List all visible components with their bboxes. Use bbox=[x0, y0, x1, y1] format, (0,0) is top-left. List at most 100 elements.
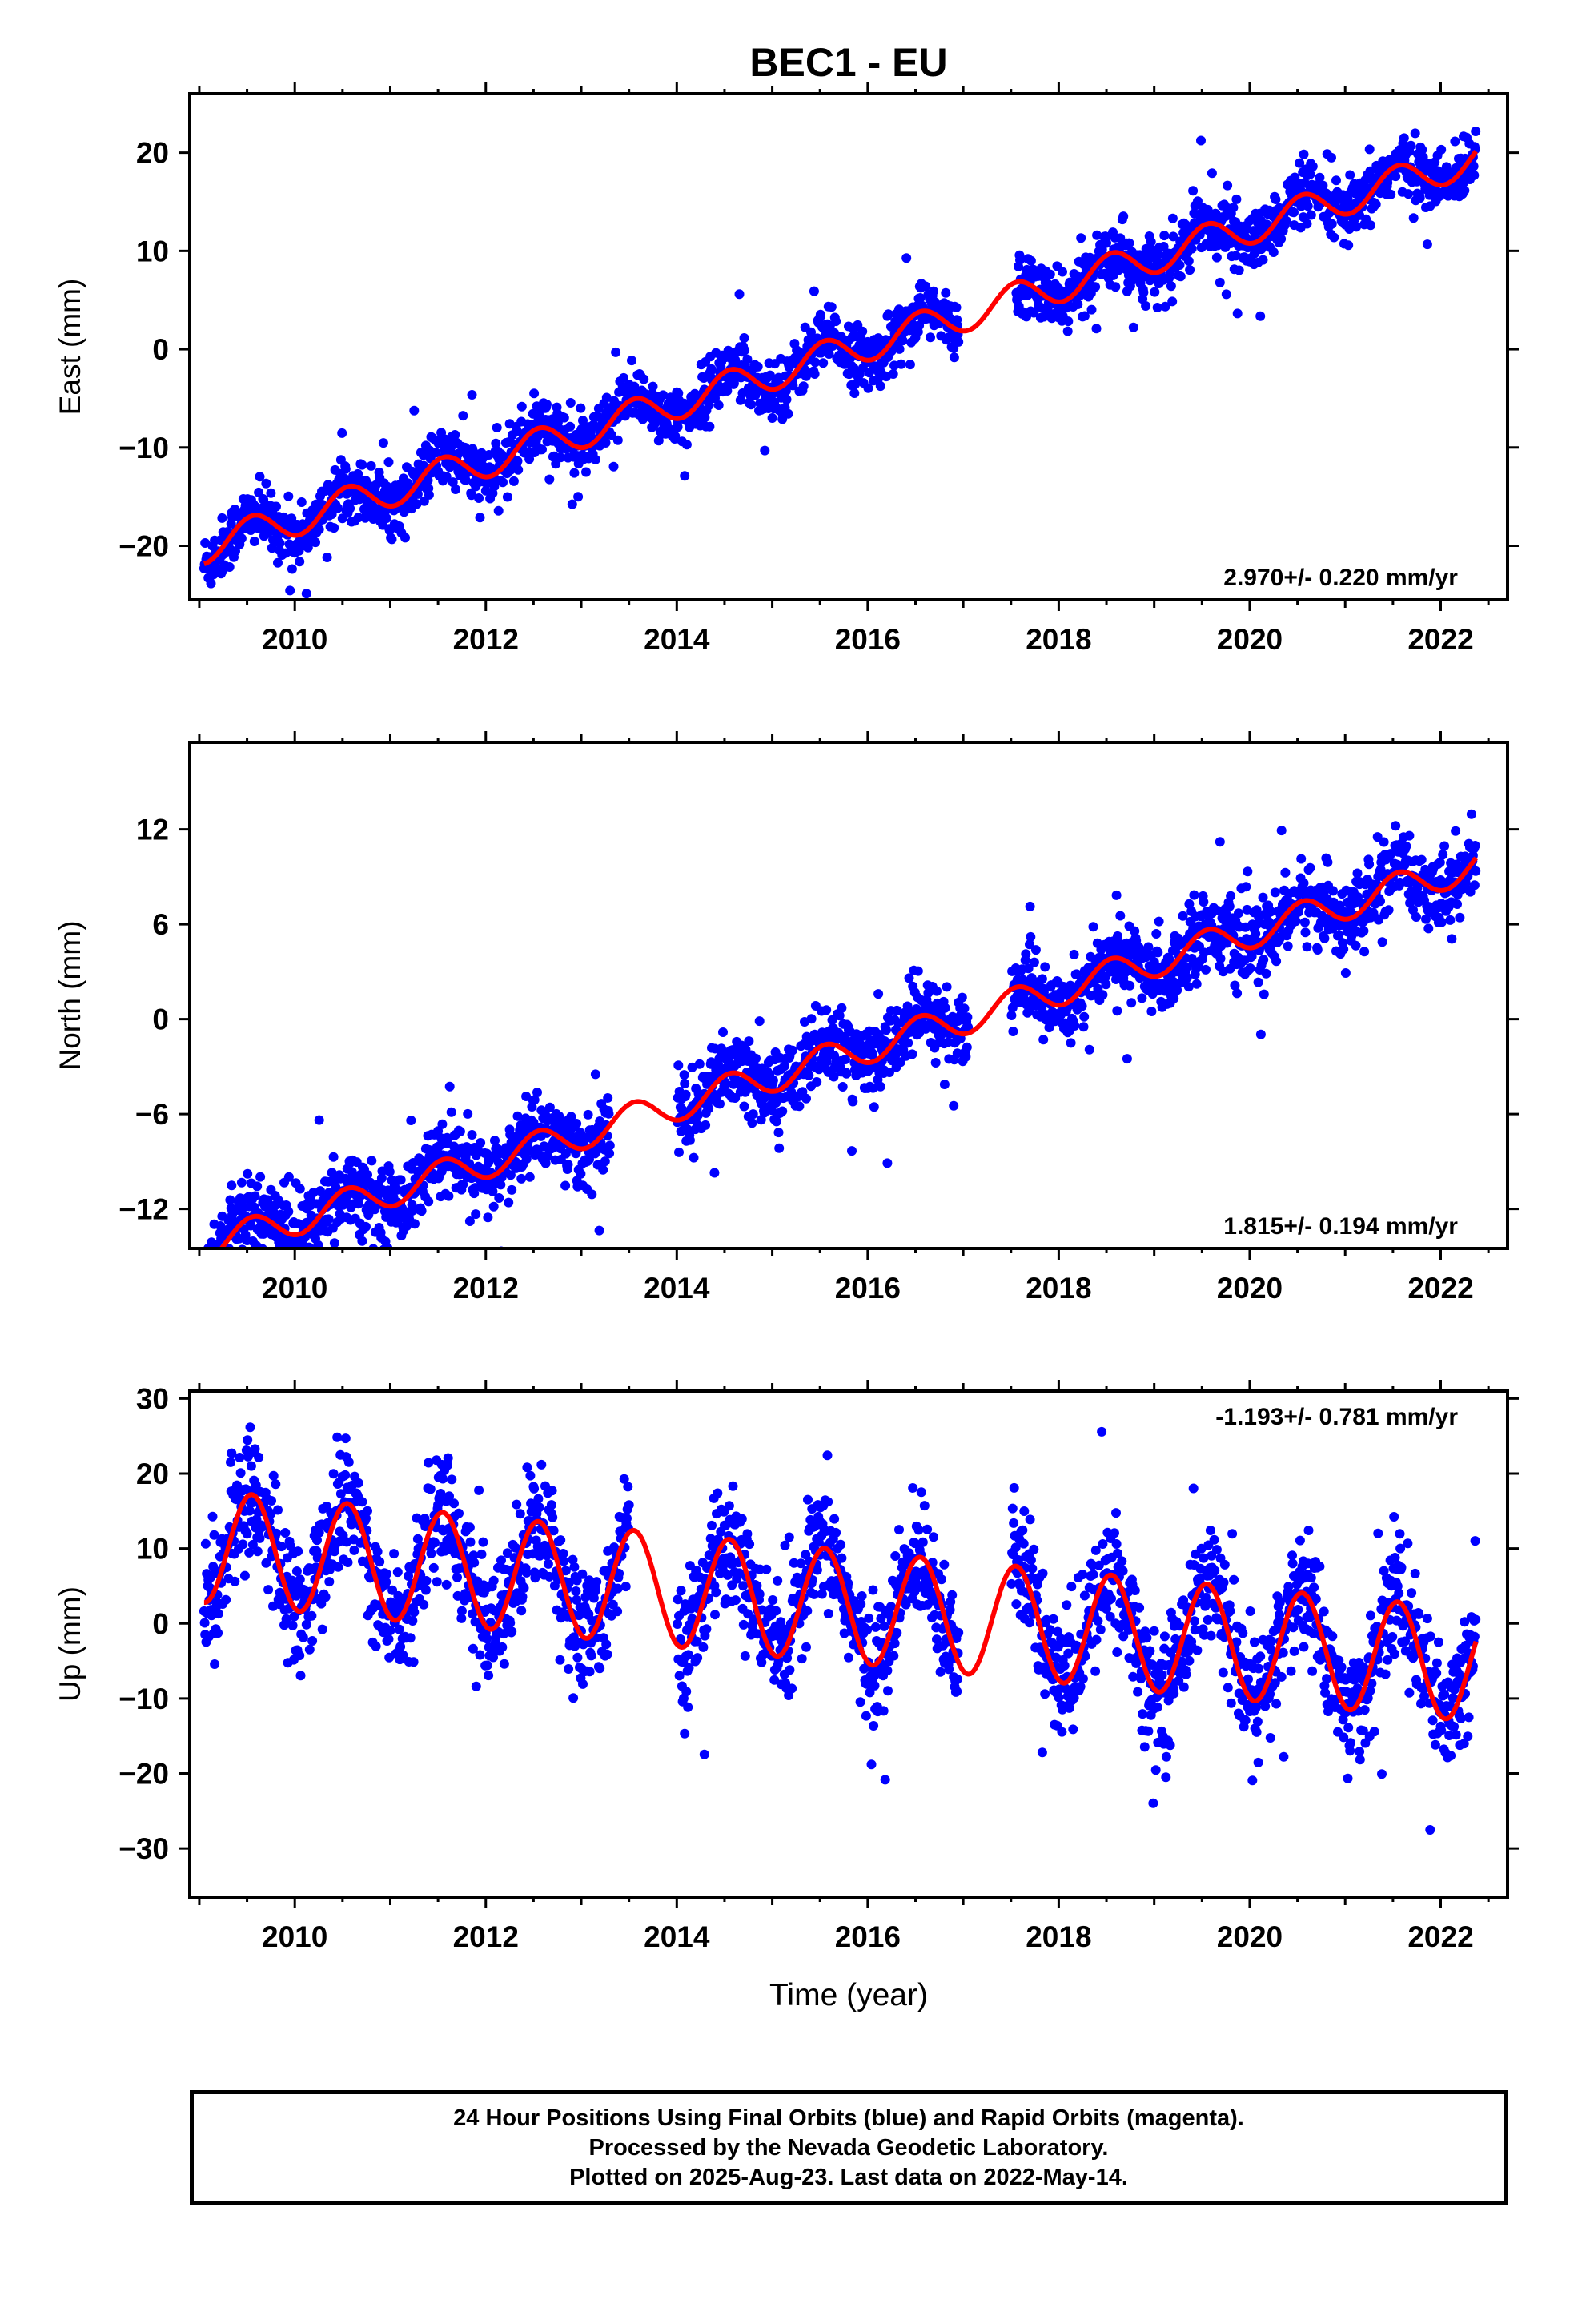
east-data-point bbox=[381, 513, 391, 524]
north-data-point bbox=[416, 1206, 427, 1216]
north-data-point bbox=[600, 1156, 610, 1167]
north-data-point bbox=[1299, 917, 1310, 927]
north-y-tick-label: −6 bbox=[135, 1098, 169, 1131]
east-data-point bbox=[815, 309, 825, 320]
north-data-point bbox=[1183, 982, 1194, 992]
east-data-point bbox=[1128, 322, 1138, 332]
north-data-point bbox=[446, 1107, 456, 1117]
north-data-point bbox=[1184, 899, 1195, 909]
east-data-point bbox=[1118, 211, 1129, 222]
north-data-point bbox=[205, 1256, 215, 1265]
east-data-point bbox=[450, 430, 460, 440]
panel-north: 2010 2012 2014 2016 2018 2020 2022−12−60612Nor… bbox=[54, 731, 1519, 1305]
east-x-tick-label: 2018 bbox=[1026, 623, 1091, 656]
north-data-point bbox=[233, 1252, 243, 1261]
east-data-point bbox=[941, 287, 951, 298]
up-data-point bbox=[230, 1576, 240, 1586]
north-data-point bbox=[1466, 809, 1476, 819]
north-data-point bbox=[1122, 1054, 1132, 1064]
north-data-point bbox=[361, 1221, 371, 1232]
east-data-point bbox=[1366, 220, 1375, 231]
north-data-point bbox=[202, 1283, 211, 1293]
up-data-point bbox=[252, 1546, 263, 1557]
up-data-point bbox=[246, 1461, 256, 1471]
north-data-point bbox=[674, 1147, 684, 1157]
north-data-point bbox=[255, 1172, 266, 1182]
north-data-point bbox=[1066, 1038, 1076, 1048]
north-data-point bbox=[689, 1152, 699, 1163]
north-data-point bbox=[444, 1191, 454, 1201]
east-data-point bbox=[353, 513, 363, 523]
east-data-point bbox=[883, 309, 893, 320]
north-data-point bbox=[1436, 917, 1447, 927]
east-data-point bbox=[627, 356, 636, 366]
east-data-point bbox=[322, 553, 332, 562]
east-data-point bbox=[951, 302, 962, 312]
north-data-point bbox=[1070, 1021, 1080, 1031]
up-data-point bbox=[238, 1539, 248, 1550]
north-data-point bbox=[1215, 837, 1225, 847]
north-data-point bbox=[1283, 941, 1293, 951]
up-data-point bbox=[271, 1528, 281, 1538]
up-data-point bbox=[244, 1506, 255, 1516]
east-data-point bbox=[1090, 282, 1101, 292]
north-x-tick-label: 2014 bbox=[644, 1272, 710, 1305]
north-data-point bbox=[1143, 942, 1154, 952]
north-data-point bbox=[1151, 929, 1162, 939]
east-data-point bbox=[1302, 219, 1312, 229]
up-data-point bbox=[312, 1535, 322, 1546]
north-data-point bbox=[529, 1095, 540, 1105]
north-data-point bbox=[291, 1251, 301, 1261]
north-data-point bbox=[604, 1108, 614, 1119]
north-data-point bbox=[1199, 897, 1209, 907]
east-data-point bbox=[1045, 269, 1055, 279]
up-data-point bbox=[209, 1530, 219, 1540]
east-data-point bbox=[673, 388, 684, 398]
north-data-point bbox=[200, 1265, 210, 1275]
east-data-point bbox=[513, 464, 524, 475]
east-data-point bbox=[1029, 308, 1039, 318]
up-data-point bbox=[244, 1547, 255, 1558]
up-data-point bbox=[320, 1592, 331, 1602]
north-data-point bbox=[693, 1110, 703, 1120]
north-data-point bbox=[1328, 886, 1338, 896]
north-data-point bbox=[1271, 956, 1282, 967]
up-data-point bbox=[301, 1619, 311, 1630]
up-data-point bbox=[267, 1496, 276, 1506]
east-data-point bbox=[1436, 144, 1447, 155]
north-data-point bbox=[295, 1184, 305, 1194]
north-data-point bbox=[679, 1070, 689, 1080]
up-data-point bbox=[363, 1506, 372, 1516]
east-data-point bbox=[200, 538, 211, 548]
east-data-point bbox=[798, 381, 809, 392]
up-data-point bbox=[226, 1457, 235, 1467]
north-data-point bbox=[1411, 912, 1421, 922]
north-data-point bbox=[1111, 890, 1122, 900]
east-data-point bbox=[224, 562, 235, 572]
east-data-point bbox=[1271, 195, 1281, 204]
up-data-point bbox=[261, 1558, 271, 1568]
north-x-tick-label: 2020 bbox=[1217, 1272, 1283, 1305]
east-data-point bbox=[337, 428, 347, 438]
north-data-point bbox=[1230, 980, 1240, 991]
north-data-point bbox=[1126, 998, 1137, 1008]
north-data-point bbox=[771, 1116, 781, 1127]
north-data-point bbox=[209, 1281, 219, 1291]
east-data-point bbox=[1234, 265, 1244, 275]
east-data-point bbox=[611, 347, 621, 357]
north-data-point bbox=[488, 1201, 499, 1212]
north-data-point bbox=[806, 1014, 817, 1024]
north-data-point bbox=[913, 966, 923, 976]
up-data-point bbox=[273, 1505, 283, 1515]
north-data-point bbox=[516, 1173, 527, 1184]
east-data-point bbox=[1468, 161, 1479, 171]
north-data-point bbox=[1439, 841, 1450, 851]
north-data-point bbox=[1276, 826, 1287, 836]
east-data-point bbox=[760, 445, 770, 456]
east-data-point bbox=[1186, 243, 1197, 254]
north-data-point bbox=[505, 1170, 516, 1180]
east-data-point bbox=[1471, 127, 1481, 136]
east-data-point bbox=[670, 431, 681, 441]
east-data-point bbox=[681, 440, 692, 450]
